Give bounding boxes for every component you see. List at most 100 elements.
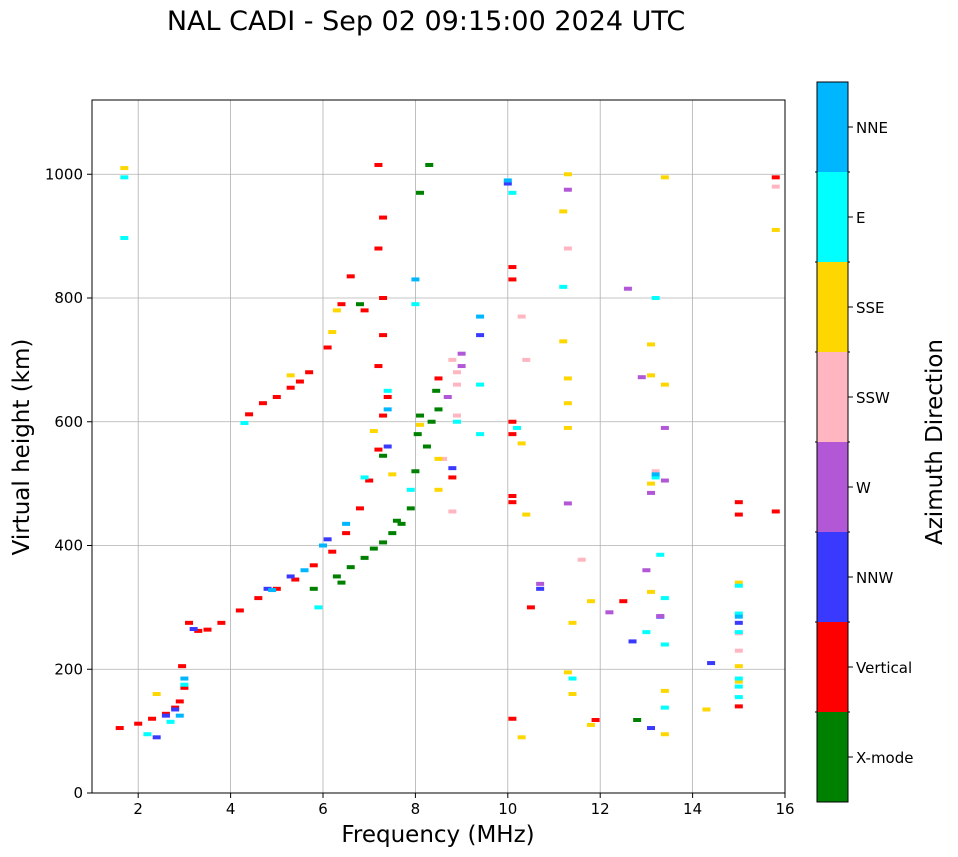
point-ssw <box>563 246 572 251</box>
point-vertical <box>175 699 184 704</box>
point-e <box>166 719 175 724</box>
point-nnw <box>734 620 743 625</box>
point-e <box>660 705 669 710</box>
point-e <box>660 642 669 647</box>
point-sse <box>563 172 572 177</box>
point-vertical <box>178 664 187 669</box>
x-tick-label: 8 <box>411 800 421 818</box>
point-e <box>642 630 651 635</box>
point-vertical <box>194 628 203 633</box>
point-vertical <box>134 721 143 726</box>
colorbar-swatch-x-mode <box>817 712 848 802</box>
point-sse <box>702 707 711 712</box>
point-x-mode <box>425 162 434 167</box>
point-vertical <box>508 277 517 282</box>
point-sse <box>647 481 656 486</box>
point-vertical <box>217 620 226 625</box>
point-ssw <box>452 370 461 375</box>
point-ssw <box>452 382 461 387</box>
point-vertical <box>734 512 743 517</box>
point-e <box>734 630 743 635</box>
point-sse <box>388 472 397 477</box>
point-sse <box>563 670 572 675</box>
point-vertical <box>346 274 355 279</box>
point-vertical <box>591 717 600 722</box>
colorbar-tick-label: X-mode <box>856 749 913 767</box>
point-w <box>443 395 452 399</box>
point-sse <box>568 692 577 696</box>
point-e <box>734 611 743 616</box>
y-tick-label: 1000 <box>45 165 83 183</box>
point-e <box>383 388 392 393</box>
x-tick-label: 6 <box>318 800 328 818</box>
chart-title: NAL CADI - Sep 02 09:15:00 2024 UTC <box>166 6 686 37</box>
point-x-mode <box>427 419 436 424</box>
point-ssw <box>439 456 448 461</box>
point-sse <box>568 620 577 625</box>
point-x-mode <box>360 555 369 560</box>
point-vertical <box>508 494 517 498</box>
x-axis: 2 4 6 8 10 12 14 16 <box>133 793 795 818</box>
point-sse <box>734 580 743 585</box>
y-tick-label: 400 <box>54 537 83 555</box>
colorbar-frame <box>816 81 849 803</box>
point-sse <box>734 664 743 669</box>
point-nnw <box>189 627 198 632</box>
x-tick-label: 14 <box>683 800 702 818</box>
point-w <box>457 351 466 356</box>
point-sse <box>369 429 378 434</box>
point-vertical <box>448 475 457 480</box>
point-x-mode <box>416 413 425 418</box>
y-tick-label: 800 <box>54 289 83 307</box>
point-vertical <box>180 685 189 690</box>
point-vertical <box>337 302 346 307</box>
point-sse <box>286 373 295 378</box>
point-vertical <box>272 586 281 591</box>
point-vertical <box>272 395 281 399</box>
point-nnw <box>503 181 512 186</box>
point-w <box>563 187 572 192</box>
point-ssw <box>522 357 531 362</box>
point-vertical <box>328 549 337 554</box>
point-e <box>651 296 660 300</box>
point-x-mode <box>355 302 364 307</box>
point-vertical <box>379 296 388 300</box>
point-nne <box>175 713 184 718</box>
point-x-mode <box>369 546 378 551</box>
point-nnw <box>476 333 485 338</box>
point-w <box>660 425 669 430</box>
point-nne <box>342 521 351 526</box>
y-tick-label: 600 <box>54 413 83 431</box>
point-x-mode <box>346 565 355 570</box>
point-vertical <box>379 413 388 418</box>
colorbar-swatch-nnw <box>817 532 848 622</box>
point-vertical <box>434 376 443 381</box>
point-sse <box>660 688 669 693</box>
point-vertical <box>115 726 124 731</box>
point-vertical <box>309 563 318 568</box>
point-vertical <box>148 716 157 721</box>
point-nnw <box>286 574 295 579</box>
y-axis: 0 200 400 600 800 1000 <box>45 165 92 802</box>
point-x-mode <box>633 717 642 722</box>
point-vertical <box>360 308 369 313</box>
point-nne <box>503 178 512 183</box>
point-x-mode <box>413 432 422 437</box>
point-e <box>476 432 485 437</box>
point-vertical <box>295 379 304 384</box>
point-nnw <box>536 586 545 591</box>
point-x-mode <box>388 531 397 536</box>
point-sse <box>660 732 669 737</box>
point-vertical <box>771 509 780 514</box>
colorbar-tick-label: SSW <box>856 389 890 407</box>
point-x-mode <box>411 469 420 474</box>
point-e <box>240 420 249 425</box>
point-ssw <box>771 184 780 189</box>
plot-frame <box>91 99 786 794</box>
point-x-mode <box>397 521 406 526</box>
point-sse <box>328 330 337 335</box>
point-e <box>734 583 743 588</box>
point-e <box>568 676 577 681</box>
point-vertical <box>258 401 267 406</box>
